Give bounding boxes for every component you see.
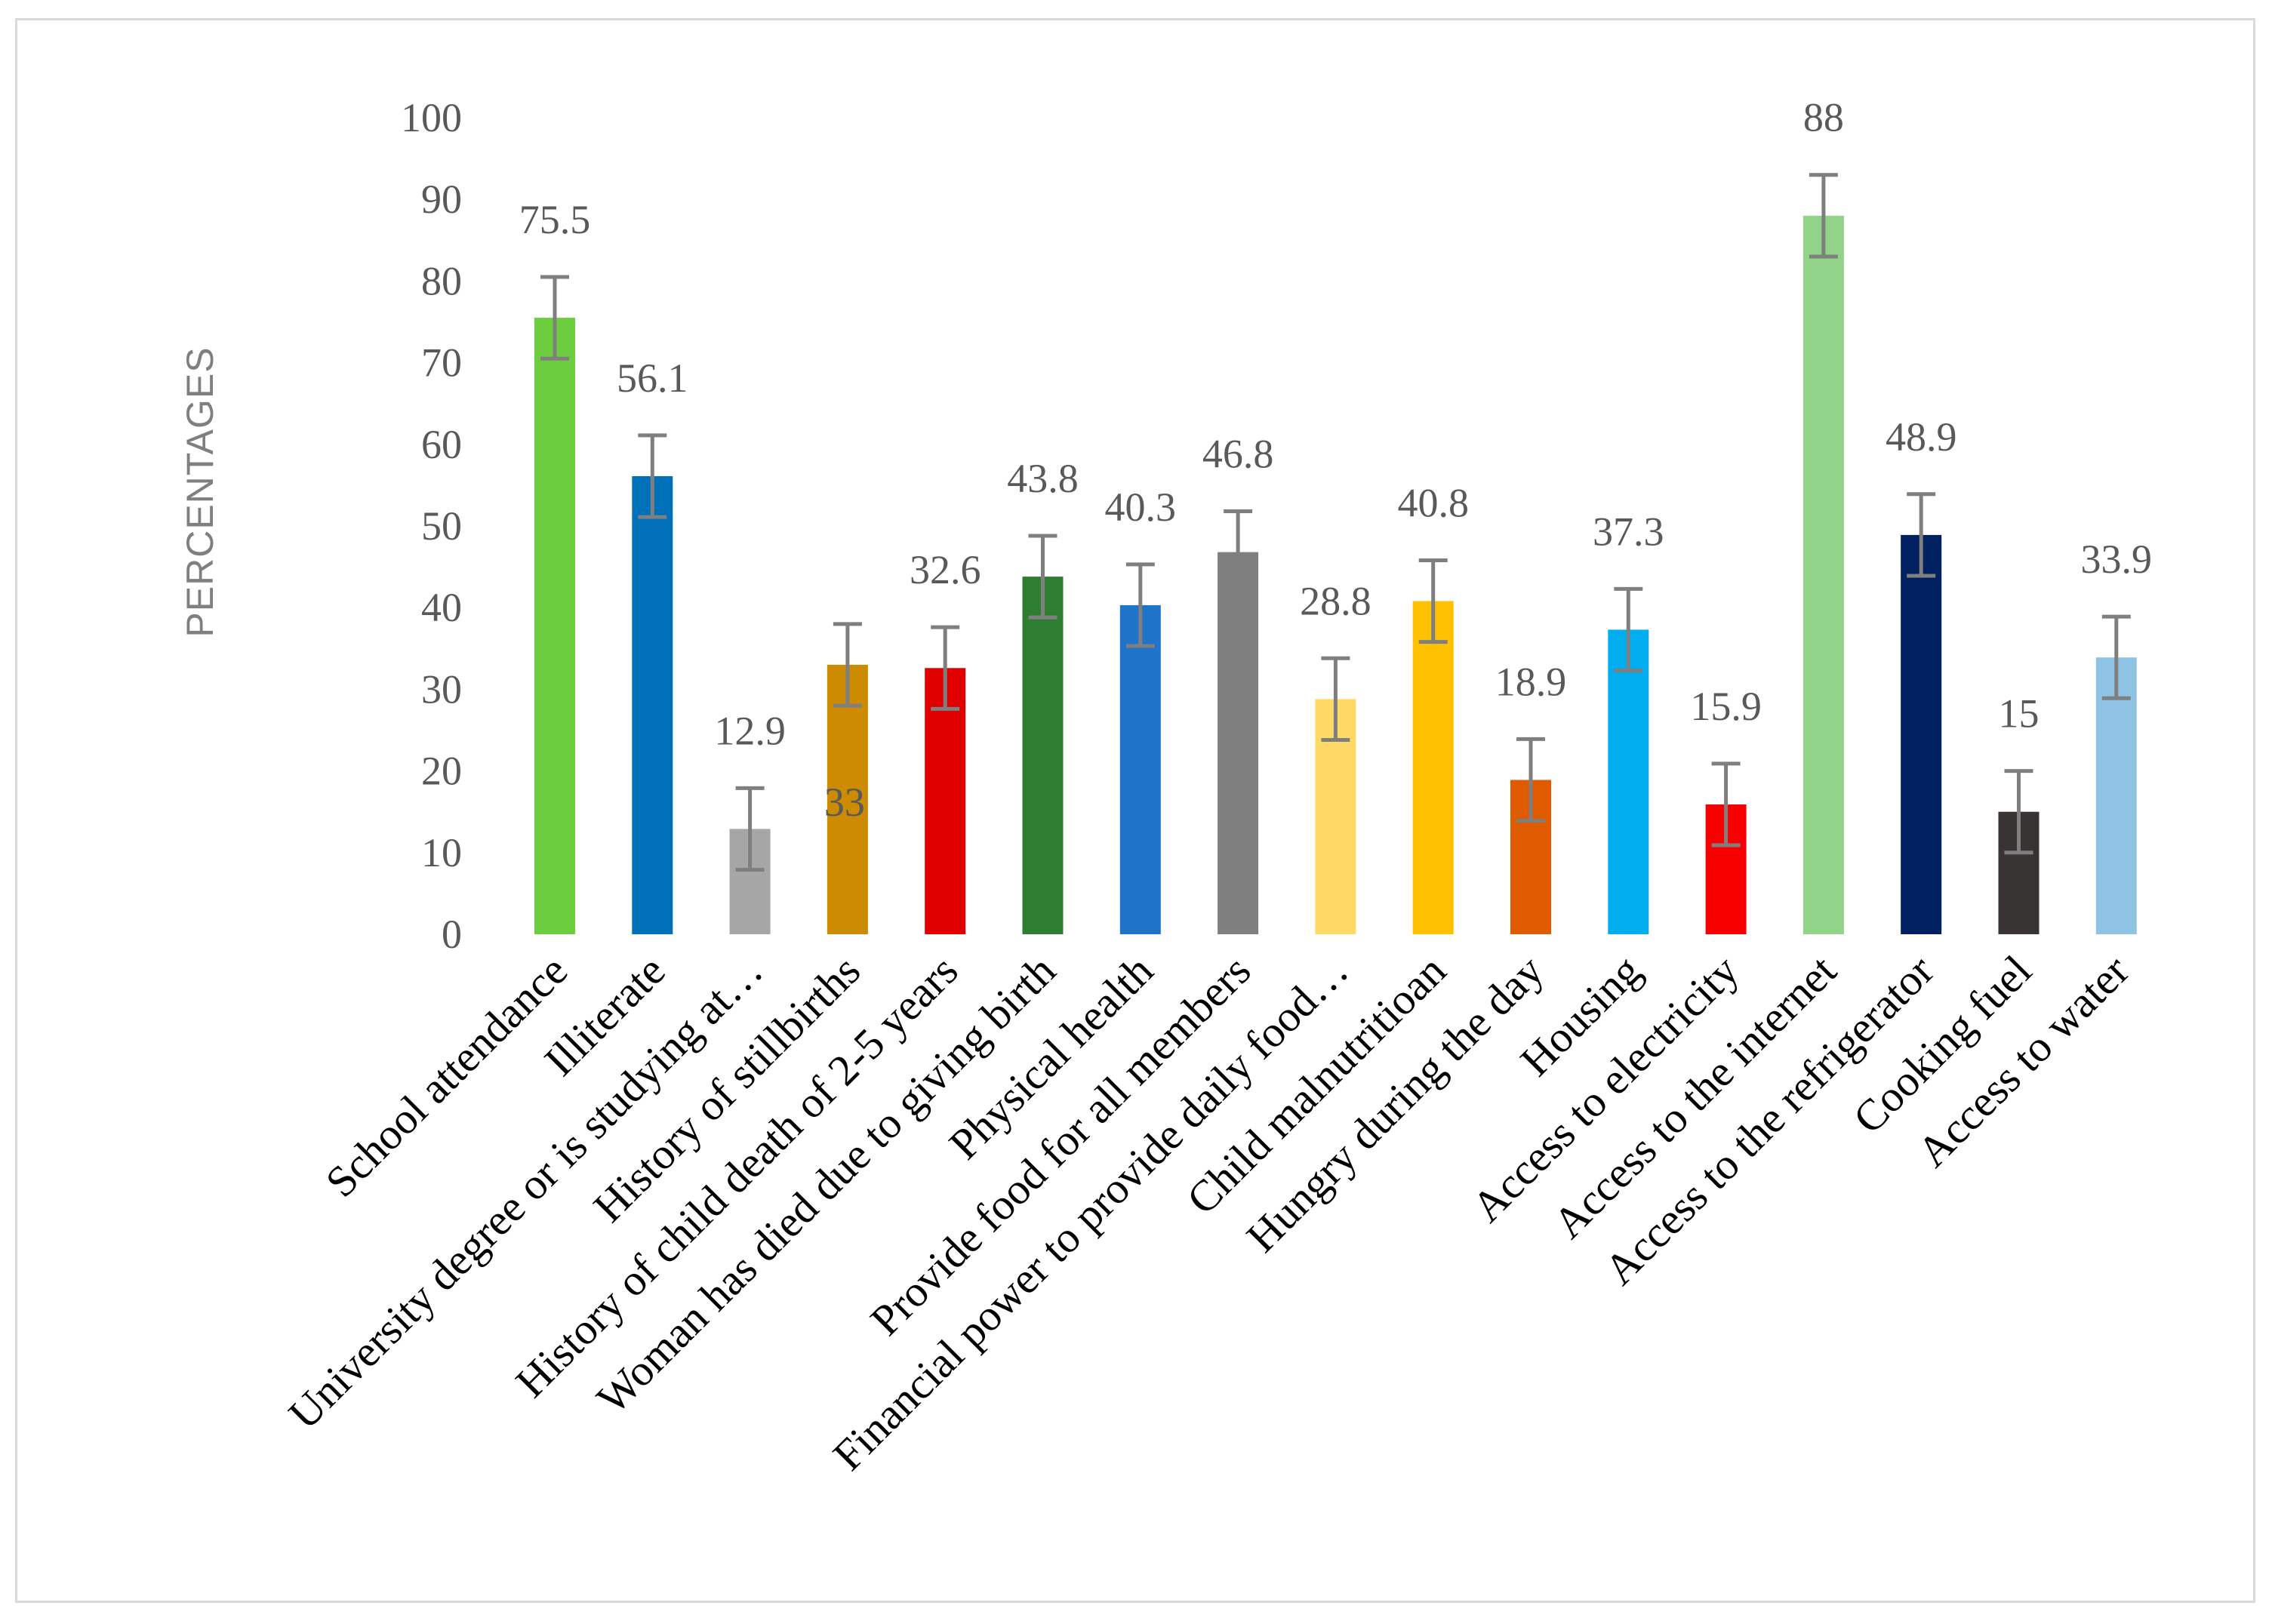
- data-label: 40.3: [1105, 484, 1177, 530]
- y-tick-label: 30: [421, 666, 462, 712]
- data-label: 12.9: [714, 708, 786, 753]
- bar: [2095, 657, 2137, 934]
- bars: [534, 215, 2137, 935]
- data-label: 18.9: [1495, 659, 1567, 704]
- y-tick-label: 70: [421, 340, 462, 386]
- y-tick-label: 80: [421, 258, 462, 303]
- y-tick-label: 40: [421, 585, 462, 630]
- y-axis-ticks: 0 10 20 30 40 50 60 70 80 90 100: [401, 95, 462, 957]
- data-label: 33.9: [2081, 537, 2153, 582]
- bar: [1022, 577, 1064, 934]
- data-label: 88: [1803, 95, 1844, 140]
- bar: [632, 475, 673, 934]
- data-label: 75.5: [519, 197, 591, 242]
- data-label: 37.3: [1593, 509, 1664, 554]
- bar: [1802, 215, 1844, 935]
- data-label: 46.8: [1202, 432, 1274, 477]
- data-label: 56.1: [617, 355, 688, 401]
- y-tick-label: 0: [442, 912, 462, 957]
- data-label: 15: [1999, 691, 2039, 737]
- y-tick-label: 50: [421, 503, 462, 549]
- error-bars: [540, 173, 2131, 872]
- bar: [827, 664, 868, 934]
- y-tick-label: 100: [401, 95, 462, 140]
- data-label: 28.8: [1300, 578, 1371, 623]
- y-tick-label: 20: [421, 749, 462, 794]
- bar: [1119, 604, 1161, 934]
- y-tick-label: 10: [421, 830, 462, 875]
- bar: [1412, 601, 1454, 934]
- data-label: 15.9: [1690, 684, 1762, 729]
- data-label: 43.8: [1007, 456, 1079, 501]
- data-label: 48.9: [1886, 414, 1957, 460]
- y-tick-label: 90: [421, 177, 462, 222]
- bar: [534, 318, 575, 935]
- data-labels: 75.5 56.1 12.9 33 32.6 43.8 40.3 46.8 28.8 40.8 18…: [519, 95, 2152, 825]
- bar: [1608, 629, 1649, 934]
- data-label: 32.6: [910, 547, 981, 592]
- bar: [925, 668, 966, 934]
- y-tick-label: 60: [421, 422, 462, 467]
- bar: [1901, 534, 1942, 934]
- y-axis-title: PERCENTAGES: [179, 346, 221, 637]
- data-label: 33: [824, 780, 865, 825]
- bar: [1218, 552, 1259, 934]
- data-label: 40.8: [1397, 480, 1469, 525]
